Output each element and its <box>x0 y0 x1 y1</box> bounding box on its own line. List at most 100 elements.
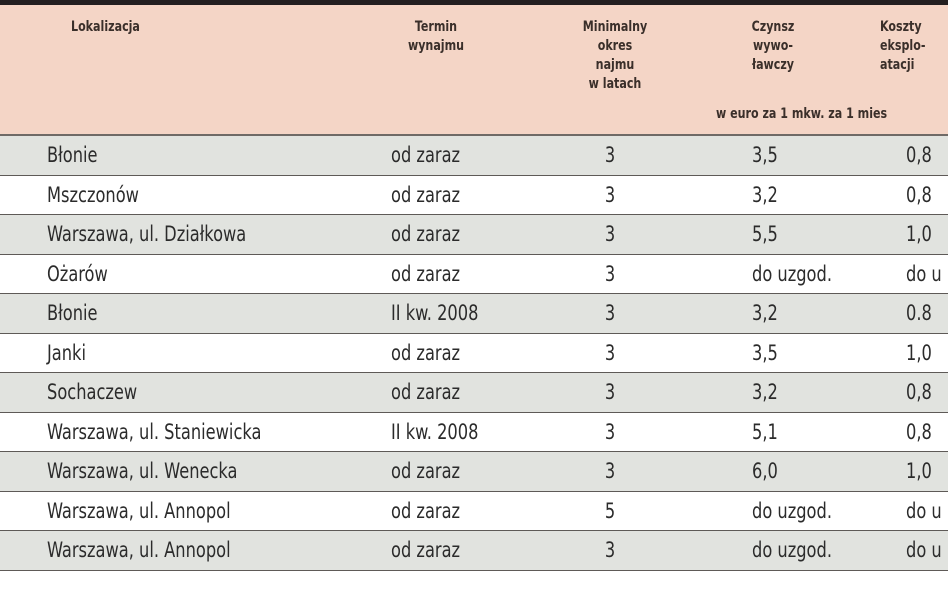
cell-min-period-text: 5 <box>604 498 616 523</box>
cell-location-text: Warszawa, ul. Annopol <box>47 538 231 563</box>
cell-rent-text: 3,2 <box>752 301 778 326</box>
cell-rent-text: do uzgod. <box>752 261 832 286</box>
header-costs: Koszty eksplo- atacji <box>880 19 926 73</box>
table-row: Warszawa, ul. Wenecka od zaraz 3 6,0 1,0 <box>0 452 948 492</box>
table-row: Janki od zaraz 3 3,5 1,0 <box>0 333 948 373</box>
cell-min-period-text: 3 <box>604 459 616 484</box>
cell-rent-text: do uzgod. <box>752 538 832 563</box>
cell-min-period: 3 <box>595 452 625 491</box>
cell-term: II kw. 2008 <box>391 294 493 333</box>
cell-costs-text: do u <box>906 261 942 286</box>
header-rent: Czynsz wywo- ławczy <box>751 19 795 73</box>
cell-location-text: Warszawa, ul. Staniewicka <box>47 419 262 444</box>
table-row: Warszawa, ul. Działkowa od zaraz 3 5,5 1,0 <box>0 215 948 255</box>
cell-term: od zaraz <box>391 136 471 175</box>
cell-costs: 1,0 <box>906 215 936 254</box>
cell-rent-text: 3,2 <box>752 182 778 207</box>
cell-term-text: od zaraz <box>391 498 461 523</box>
cell-costs-text: 0,8 <box>906 182 932 207</box>
cell-costs: do u <box>906 531 948 570</box>
cell-costs: 0.8 <box>906 294 936 333</box>
cell-term: od zaraz <box>391 176 471 215</box>
cell-term: od zaraz <box>391 373 471 412</box>
cell-rent-text: 5,1 <box>752 419 778 444</box>
cell-location: Ożarów <box>47 255 118 294</box>
cell-min-period-text: 3 <box>604 261 616 286</box>
cell-location: Warszawa, ul. Wenecka <box>47 452 268 491</box>
cell-rent-text: do uzgod. <box>752 498 832 523</box>
cell-costs-text: 1,0 <box>906 459 932 484</box>
cell-term-text: od zaraz <box>391 538 461 563</box>
header-location: Lokalizacja <box>71 19 140 35</box>
cell-costs-text: 0,8 <box>906 380 932 405</box>
cell-location: Warszawa, ul. Annopol <box>47 531 261 570</box>
cell-costs: 0,8 <box>906 136 936 175</box>
cell-min-period-text: 3 <box>604 143 616 168</box>
cell-costs-text: 0,8 <box>906 143 932 168</box>
cell-location-text: Sochaczew <box>47 380 138 405</box>
top-rule <box>0 0 948 5</box>
cell-min-period-text: 3 <box>604 380 616 405</box>
table-row: Warszawa, ul. Annopol od zaraz 5 do uzgod. d… <box>0 491 948 531</box>
cell-costs-text: 0.8 <box>906 301 932 326</box>
cell-min-period: 3 <box>595 531 625 570</box>
cell-rent: do uzgod. <box>752 492 845 531</box>
cell-min-period: 3 <box>595 294 625 333</box>
cell-location: Warszawa, ul. Działkowa <box>47 215 279 254</box>
cell-min-period: 3 <box>595 136 625 175</box>
cell-term-text: od zaraz <box>391 380 461 405</box>
cell-location: Warszawa, ul. Staniewicka <box>47 413 296 452</box>
table-row: Ożarów od zaraz 3 do uzgod. do u <box>0 254 948 294</box>
cell-location: Sochaczew <box>47 373 152 412</box>
cell-term: od zaraz <box>391 531 471 570</box>
cell-location-text: Mszczonów <box>47 182 139 207</box>
cell-term: od zaraz <box>391 492 471 531</box>
cell-costs-text: do u <box>906 538 942 563</box>
cell-rent: 3,5 <box>752 136 782 175</box>
cell-term-text: II kw. 2008 <box>391 419 479 444</box>
cell-location: Warszawa, ul. Annopol <box>47 492 261 531</box>
cell-location: Janki <box>47 334 92 373</box>
cell-term-text: od zaraz <box>391 261 461 286</box>
cell-min-period: 3 <box>595 334 625 373</box>
cell-location-text: Błonie <box>47 143 98 168</box>
cell-costs: 0,8 <box>906 413 936 452</box>
cell-costs: 0,8 <box>906 373 936 412</box>
cell-term: od zaraz <box>391 334 471 373</box>
cell-min-period: 3 <box>595 255 625 294</box>
cell-term: od zaraz <box>391 215 471 254</box>
cell-rent: 3,5 <box>752 334 782 373</box>
cell-min-period-text: 3 <box>604 538 616 563</box>
cell-location: Błonie <box>47 294 106 333</box>
cell-location: Błonie <box>47 136 106 175</box>
cell-term: od zaraz <box>391 255 471 294</box>
cell-term: od zaraz <box>391 452 471 491</box>
cell-term-text: II kw. 2008 <box>391 301 479 326</box>
cell-rent: 6,0 <box>752 452 782 491</box>
table-row: Warszawa, ul. Staniewicka II kw. 2008 3 5,1… <box>0 412 948 452</box>
cell-term-text: od zaraz <box>391 143 461 168</box>
cell-min-period: 3 <box>595 413 625 452</box>
cell-costs-text: 0,8 <box>906 419 932 444</box>
header-min-period: Minimalny okres najmu w latach <box>582 19 648 92</box>
cell-costs-text: 1,0 <box>906 340 932 365</box>
cell-min-period-text: 3 <box>604 222 616 247</box>
cell-term-text: od zaraz <box>391 222 461 247</box>
cell-min-period: 3 <box>595 176 625 215</box>
cell-min-period: 3 <box>595 373 625 412</box>
cell-rent: 3,2 <box>752 294 782 333</box>
cell-term-text: od zaraz <box>391 182 461 207</box>
table-row: Błonie od zaraz 3 3,5 0,8 <box>0 136 948 176</box>
table-row: Sochaczew od zaraz 3 3,2 0,8 <box>0 373 948 413</box>
table-row: Błonie II kw. 2008 3 3,2 0.8 <box>0 294 948 334</box>
cell-costs-text: 1,0 <box>906 222 932 247</box>
cell-location-text: Ożarów <box>47 261 108 286</box>
cell-term-text: od zaraz <box>391 459 461 484</box>
cell-min-period-text: 3 <box>604 340 616 365</box>
header-unit-note: w euro za 1 mkw. za 1 mies <box>716 106 888 122</box>
table-row: Warszawa, ul. Annopol od zaraz 3 do uzgod. d… <box>0 531 948 571</box>
cell-min-period-text: 3 <box>604 419 616 444</box>
cell-location-text: Warszawa, ul. Działkowa <box>47 222 247 247</box>
cell-min-period: 5 <box>595 492 625 531</box>
cell-rent: 3,2 <box>752 176 782 215</box>
